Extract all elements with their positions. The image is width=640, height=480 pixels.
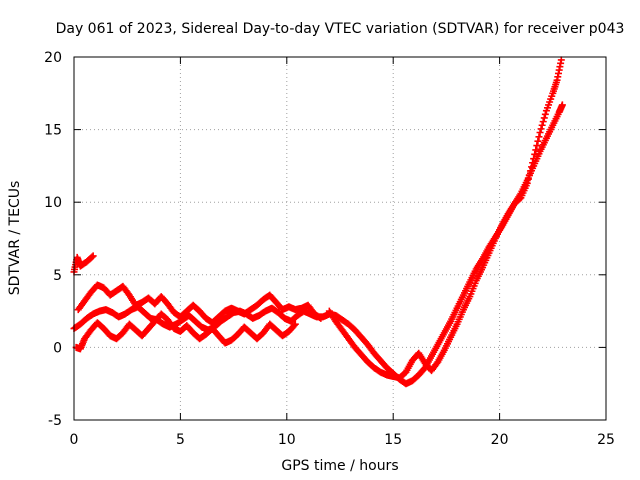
data-point-marker — [291, 320, 299, 328]
data-markers — [70, 56, 566, 388]
grid — [74, 57, 606, 420]
y-tick-label: 15 — [44, 123, 62, 139]
data-point-marker — [534, 137, 542, 145]
data-point-marker — [531, 150, 539, 158]
y-tick-label: 20 — [44, 50, 62, 66]
data-point-marker — [525, 171, 533, 179]
data-point-marker — [524, 175, 532, 183]
data-point-marker — [532, 146, 540, 154]
x-tick-label: 10 — [278, 432, 296, 448]
data-point-marker — [540, 114, 548, 122]
series-track-a — [70, 101, 566, 388]
data-point-marker — [536, 129, 544, 137]
data-point-marker — [557, 56, 565, 64]
data-point-marker — [523, 179, 531, 187]
plot-frame — [73, 56, 607, 421]
y-tick-label: -5 — [48, 413, 62, 429]
data-point-marker — [89, 252, 97, 260]
x-tick-label: 0 — [70, 432, 79, 448]
data-point-marker — [558, 101, 566, 109]
series-track-c — [74, 281, 325, 327]
x-tick-label: 25 — [597, 432, 615, 448]
data-point-marker — [533, 142, 541, 150]
y-tick-label: 10 — [44, 195, 62, 211]
data-point-marker — [528, 163, 536, 171]
data-point-marker — [530, 155, 538, 163]
data-point-marker — [538, 121, 546, 129]
x-axis-label: GPS time / hours — [281, 458, 398, 474]
series-track-b — [70, 56, 565, 382]
data-point-marker — [88, 253, 96, 261]
data-point-marker — [529, 159, 537, 167]
y-tick-label: 5 — [53, 268, 62, 284]
data-point-marker — [317, 314, 325, 322]
data-point-marker — [535, 133, 543, 141]
y-tick-label: 0 — [53, 340, 62, 356]
data-point-marker — [537, 125, 545, 133]
data-point-marker — [541, 110, 549, 118]
axis-ticks: 0 5 10 15 20 25 -5 0 5 10 15 20 — [44, 50, 615, 448]
data-point-marker — [526, 167, 534, 175]
x-tick-label: 5 — [176, 432, 185, 448]
chart-title: Day 061 of 2023, Sidereal Day-to-day VTE… — [56, 21, 625, 37]
x-tick-label: 20 — [491, 432, 509, 448]
y-axis-label: SDTVAR / TECUs — [7, 181, 23, 296]
data-point-marker — [290, 321, 298, 329]
data-point-marker — [539, 118, 547, 126]
x-tick-label: 15 — [384, 432, 402, 448]
